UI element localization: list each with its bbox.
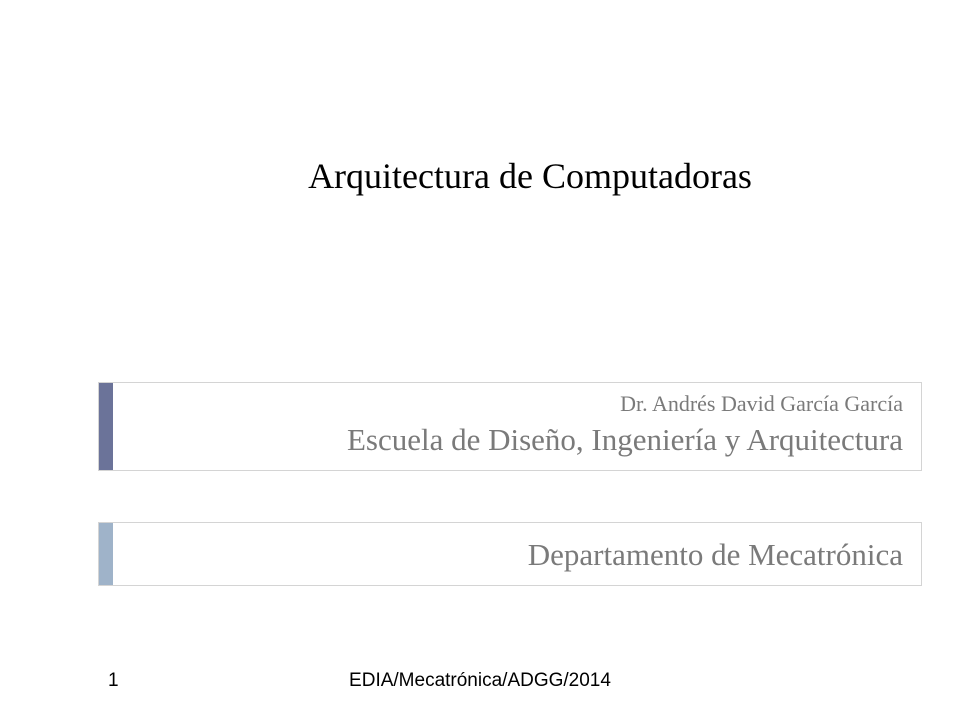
accent-bar-light — [99, 523, 113, 585]
department-box: Departamento de Mecatrónica — [98, 522, 922, 586]
department-name: Departamento de Mecatrónica — [131, 531, 903, 575]
page-number: 1 — [108, 670, 119, 692]
footer-text: EDIA/Mecatrónica/ADGG/2014 — [0, 670, 960, 692]
author-name: Dr. Andrés David García García — [131, 391, 903, 417]
accent-bar-dark — [99, 383, 113, 470]
school-name: Escuela de Diseño, Ingeniería y Arquitec… — [131, 421, 903, 460]
department-content: Departamento de Mecatrónica — [113, 523, 921, 585]
author-school-box: Dr. Andrés David García García Escuela d… — [98, 382, 922, 471]
slide-title: Arquitectura de Computadoras — [0, 155, 960, 197]
author-school-content: Dr. Andrés David García García Escuela d… — [113, 383, 921, 470]
slide-footer: 1 EDIA/Mecatrónica/ADGG/2014 — [0, 670, 960, 692]
